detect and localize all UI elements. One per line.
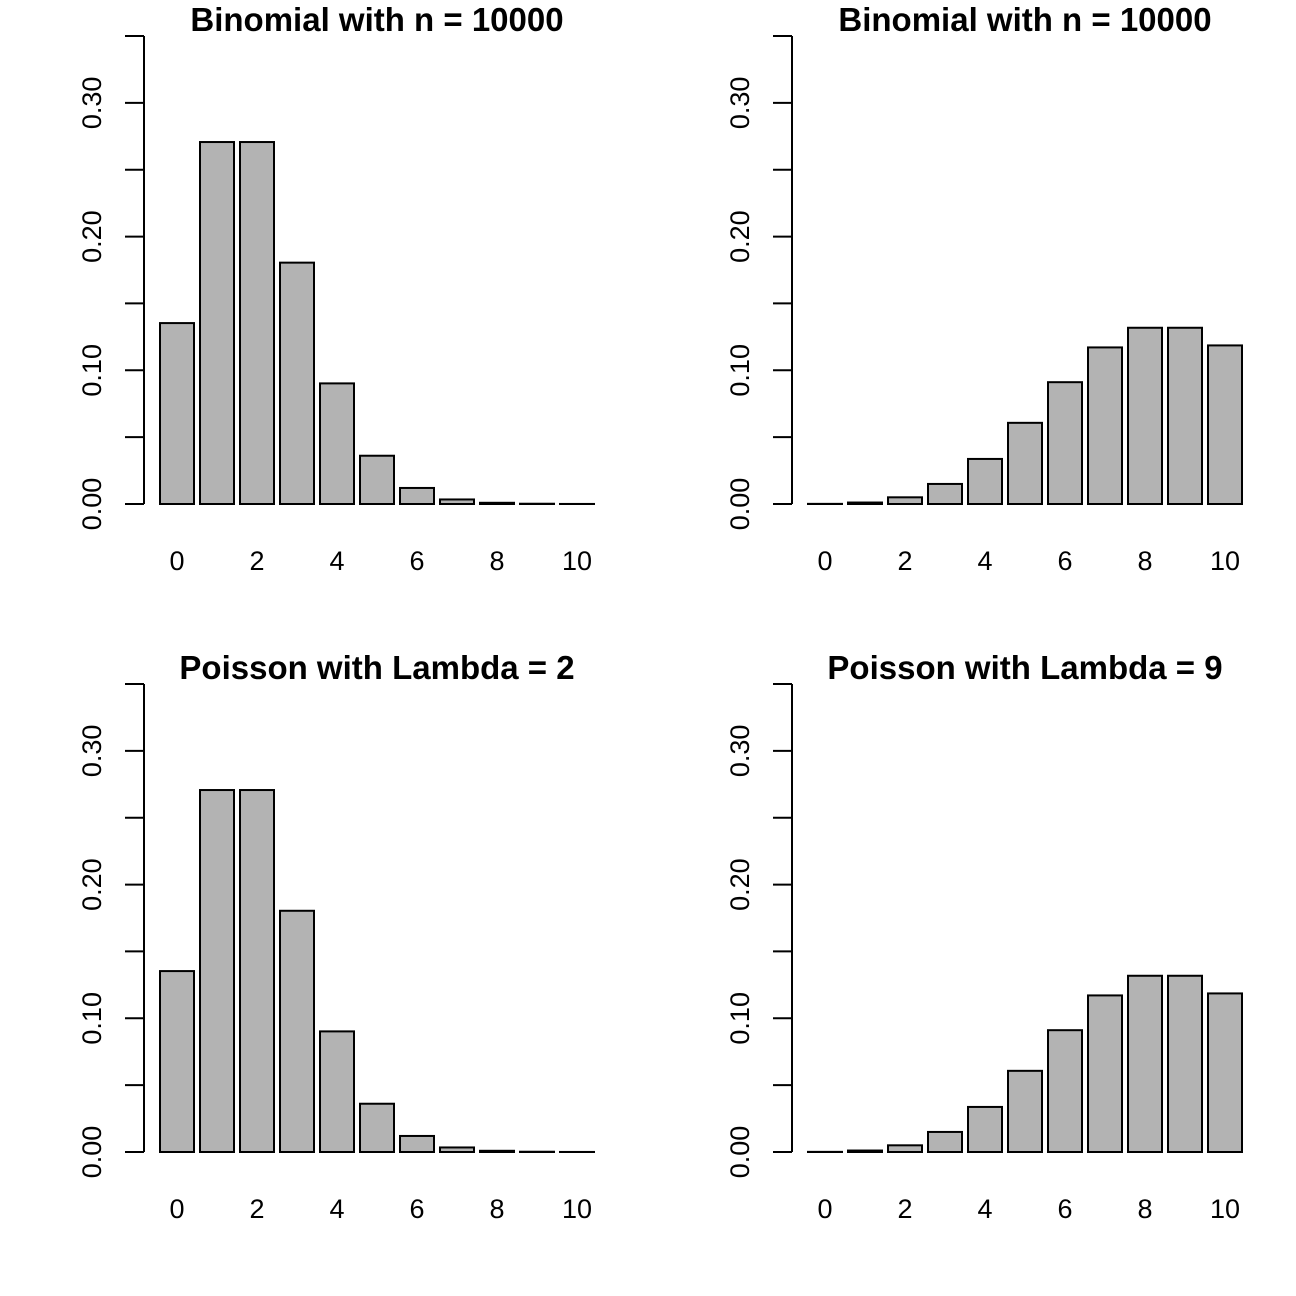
x-tick-label: 10: [1210, 546, 1240, 576]
x-tick-label: 2: [897, 546, 912, 576]
bar-3: [927, 482, 963, 506]
x-tick-label: 8: [1137, 1194, 1152, 1224]
bar-5: [359, 454, 395, 506]
y-axis: 0.00 0.10 0.20 0.30: [725, 35, 793, 531]
bar-2: [887, 1144, 923, 1154]
x-axis: 0 2 4 6 8 10: [169, 1194, 592, 1224]
y-axis: 0.00 0.10 0.20 0.30: [77, 35, 145, 531]
y-tick-label: 0.00: [77, 478, 107, 531]
bar-5: [1007, 1069, 1043, 1153]
x-tick-label: 8: [1137, 546, 1152, 576]
y-tick-label: 0.10: [77, 992, 107, 1045]
x-tick-label: 4: [977, 546, 992, 576]
x-tick-label: 6: [1057, 1194, 1072, 1224]
y-tick-label: 0.00: [725, 478, 755, 531]
x-tick-label: 10: [562, 1194, 592, 1224]
panel-poisson-left: Poisson with Lambda = 2 0.00 0.10 0.20 0…: [77, 649, 595, 1224]
bar-9: [1167, 326, 1203, 505]
x-axis: 0 2 4 6 8 10: [817, 546, 1240, 576]
bar-3: [927, 1130, 963, 1154]
x-tick-label: 2: [249, 546, 264, 576]
bar-0: [159, 970, 195, 1153]
bar-0: [159, 322, 195, 505]
x-tick-label: 2: [249, 1194, 264, 1224]
x-tick-label: 0: [817, 1194, 832, 1224]
bar-7: [439, 1146, 475, 1153]
x-tick-label: 0: [817, 546, 832, 576]
y-tick-label: 0.20: [77, 858, 107, 911]
x-tick-label: 6: [1057, 546, 1072, 576]
bar-group: [159, 141, 595, 506]
y-tick-label: 0.20: [725, 210, 755, 263]
y-tick-label: 0.30: [725, 725, 755, 778]
bar-4: [319, 1030, 355, 1153]
bar-6: [399, 1134, 435, 1153]
x-tick-label: 4: [329, 1194, 344, 1224]
bar-group: [159, 789, 595, 1154]
bar-8: [479, 501, 515, 505]
panel-binomial-right: Binomial with n = 10000 0.00 0.10 0.20 0…: [725, 1, 1243, 576]
y-tick-label: 0.00: [725, 1126, 755, 1179]
bar-5: [1007, 421, 1043, 505]
y-tick-label: 0.00: [77, 1126, 107, 1179]
y-tick-label: 0.10: [725, 992, 755, 1045]
bar-8: [1127, 974, 1163, 1153]
panel-binomial-left: Binomial with n = 10000 0.00 0.10 0.20 0…: [77, 1, 595, 576]
bar-2: [887, 496, 923, 506]
panel-title: Poisson with Lambda = 2: [179, 649, 574, 686]
panel-poisson-right: Poisson with Lambda = 9 0.00 0.10 0.20 0…: [725, 649, 1243, 1224]
bar-4: [967, 1105, 1003, 1154]
bar-6: [399, 486, 435, 505]
x-axis: 0 2 4 6 8 10: [817, 1194, 1240, 1224]
bar-10: [1207, 344, 1243, 505]
y-tick-label: 0.10: [77, 344, 107, 397]
bar-6: [1047, 381, 1083, 505]
x-tick-label: 4: [977, 1194, 992, 1224]
y-tick-label: 0.10: [725, 344, 755, 397]
bar-4: [319, 382, 355, 505]
bar-5: [359, 1102, 395, 1154]
bar-1: [199, 789, 235, 1153]
panel-title: Binomial with n = 10000: [190, 1, 563, 38]
y-tick-label: 0.30: [77, 77, 107, 130]
bar-7: [439, 498, 475, 505]
bar-3: [279, 261, 315, 505]
panel-title: Binomial with n = 10000: [838, 1, 1211, 38]
x-tick-label: 8: [489, 1194, 504, 1224]
x-tick-label: 6: [409, 546, 424, 576]
bar-1: [199, 141, 235, 505]
bar-2: [239, 789, 275, 1153]
bar-1: [847, 501, 883, 506]
bar-7: [1087, 346, 1123, 505]
y-axis: 0.00 0.10 0.20 0.30: [77, 683, 145, 1179]
bar-group: [807, 326, 1243, 506]
x-tick-label: 10: [562, 546, 592, 576]
bar-8: [479, 1149, 515, 1153]
x-tick-label: 10: [1210, 1194, 1240, 1224]
bar-7: [1087, 994, 1123, 1153]
y-tick-label: 0.30: [725, 77, 755, 130]
y-tick-label: 0.20: [725, 858, 755, 911]
x-tick-label: 2: [897, 1194, 912, 1224]
x-axis: 0 2 4 6 8 10: [169, 546, 592, 576]
bar-2: [239, 141, 275, 505]
bar-4: [967, 457, 1003, 506]
panel-title: Poisson with Lambda = 9: [827, 649, 1222, 686]
bar-3: [279, 909, 315, 1153]
x-tick-label: 0: [169, 546, 184, 576]
bar-6: [1047, 1029, 1083, 1153]
y-axis: 0.00 0.10 0.20 0.30: [725, 683, 793, 1179]
x-tick-label: 6: [409, 1194, 424, 1224]
bar-9: [1167, 974, 1203, 1153]
x-tick-label: 8: [489, 546, 504, 576]
y-tick-label: 0.20: [77, 210, 107, 263]
x-tick-label: 4: [329, 546, 344, 576]
y-tick-label: 0.30: [77, 725, 107, 778]
bar-8: [1127, 326, 1163, 505]
bar-1: [847, 1149, 883, 1154]
bar-group: [807, 974, 1243, 1154]
bar-10: [1207, 992, 1243, 1153]
x-tick-label: 0: [169, 1194, 184, 1224]
